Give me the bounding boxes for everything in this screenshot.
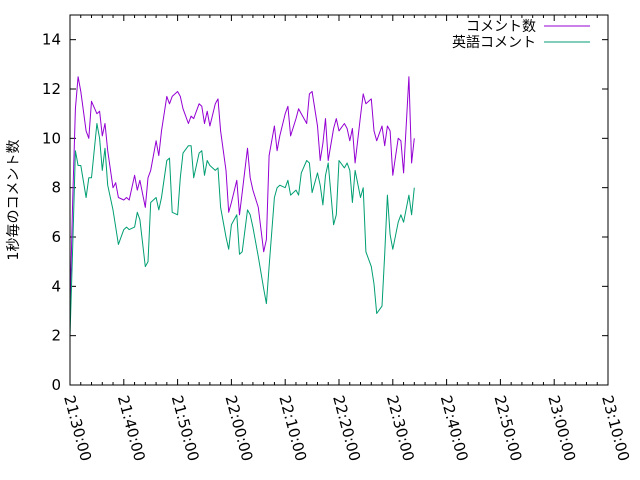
y-tick-label: 8 xyxy=(51,179,61,197)
x-tick-label: 21:40:00 xyxy=(114,393,149,463)
x-tick-label: 23:00:00 xyxy=(544,393,579,463)
series-line-english-comments xyxy=(69,123,415,336)
y-tick-label: 6 xyxy=(51,228,61,246)
y-tick-label: 0 xyxy=(51,376,61,394)
y-axis-ticks: 0 2 4 6 8 10 12 14 xyxy=(42,31,608,394)
legend-label: 英語コメント xyxy=(452,34,536,51)
y-axis-label: 1秒毎のコメント数 xyxy=(6,140,22,261)
y-tick-label: 4 xyxy=(51,277,61,295)
x-tick-label: 22:10:00 xyxy=(275,393,310,463)
x-axis-ticks: 21:30:00 21:40:00 21:50:00 22:00:00 22:10:00… xyxy=(60,15,633,463)
plot-frame xyxy=(69,14,609,386)
x-tick-label: 22:20:00 xyxy=(329,393,364,463)
x-tick-label: 22:30:00 xyxy=(383,393,418,463)
x-tick-label: 21:30:00 xyxy=(60,393,95,463)
series-layer xyxy=(69,76,415,336)
x-tick-label: 21:50:00 xyxy=(168,393,203,463)
x-tick-label: 22:00:00 xyxy=(222,393,257,463)
y-tick-label: 14 xyxy=(42,31,61,49)
x-tick-label: 22:40:00 xyxy=(437,393,472,463)
x-tick-label: 22:50:00 xyxy=(491,393,526,463)
series-line-comments xyxy=(69,76,415,312)
legend-label: コメント数 xyxy=(466,19,536,35)
y-tick-label: 2 xyxy=(51,327,61,345)
y-tick-label: 12 xyxy=(42,80,61,98)
x-tick-label: 23:10:00 xyxy=(598,393,633,463)
y-tick-label: 10 xyxy=(42,129,61,147)
